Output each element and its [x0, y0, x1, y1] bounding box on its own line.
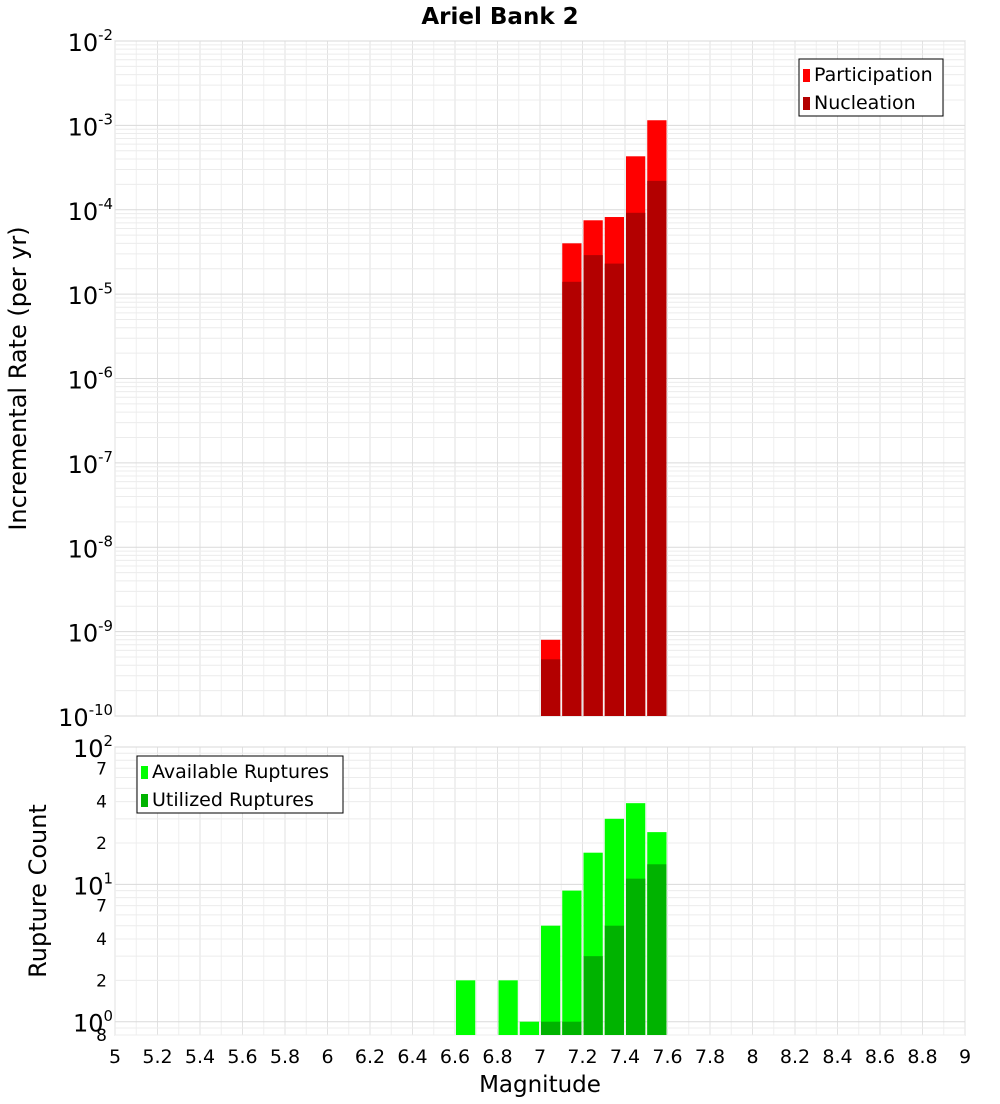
legend-swatch: [141, 766, 148, 779]
x-tick-label: 7: [534, 1046, 546, 1068]
x-tick-label: 6.8: [482, 1046, 512, 1068]
bar-nucleation: [626, 212, 646, 716]
x-tick-label: 6.4: [397, 1046, 427, 1068]
bar-nucleation: [562, 281, 582, 716]
y-tick-label: 10-3: [68, 111, 113, 142]
x-tick-label: 5: [109, 1046, 121, 1068]
y-tick-label: 4: [96, 793, 107, 813]
y-tick-label: 2: [96, 834, 107, 854]
y-axis-label: Incremental Rate (per yr): [4, 226, 32, 530]
legend-label: Utilized Ruptures: [152, 789, 314, 811]
bar-nucleation: [604, 263, 624, 716]
x-tick-label: 6.2: [355, 1046, 385, 1068]
legend-label: Participation: [814, 64, 933, 86]
bar-nucleation: [583, 255, 603, 716]
chart-title: Ariel Bank 2: [421, 4, 578, 30]
x-tick-label: 6: [321, 1046, 333, 1068]
y-tick-label: 10-8: [68, 532, 113, 563]
y-tick-label: 7: [96, 759, 107, 779]
bar-utilized-ruptures: [626, 878, 646, 1035]
x-tick-label: 8: [746, 1046, 758, 1068]
y-tick-label: 10-5: [68, 279, 113, 310]
y-tick-label: 10-7: [68, 448, 113, 479]
bar-available-ruptures: [519, 1021, 539, 1035]
legend-swatch: [141, 794, 148, 807]
y-tick-label: 10-9: [68, 617, 113, 648]
bar-utilized-ruptures: [541, 1021, 561, 1035]
x-tick-label: 5.2: [142, 1046, 172, 1068]
legend-box: [136, 755, 344, 814]
x-tick-label: 8.2: [780, 1046, 810, 1068]
bar-available-ruptures: [498, 980, 518, 1035]
y-tick-label: 7: [96, 897, 107, 917]
bar-utilized-ruptures: [647, 864, 667, 1035]
legend-label: Available Ruptures: [152, 761, 329, 783]
y-tick-label: 10-6: [68, 364, 113, 395]
x-tick-label: 7.6: [652, 1046, 682, 1068]
bar-nucleation: [647, 180, 667, 716]
legend: Participation Nucleation: [798, 58, 944, 117]
bar-available-ruptures: [541, 925, 561, 1035]
y-tick-label: 101: [73, 870, 113, 901]
y-tick-label: 4: [96, 930, 107, 950]
legend: Available Ruptures Utilized Ruptures: [136, 755, 344, 814]
x-tick-label: 5.8: [270, 1046, 300, 1068]
y-tick-label: 102: [73, 732, 113, 763]
x-tick-label: 8.4: [822, 1046, 852, 1068]
y-tick-label: 100: [73, 1007, 113, 1038]
x-tick-label: 5.4: [185, 1046, 215, 1068]
bar-utilized-ruptures: [562, 1021, 582, 1035]
legend-swatch: [803, 69, 810, 82]
bar-utilized-ruptures: [583, 956, 603, 1035]
y-tick-label: 8: [96, 1026, 107, 1046]
legend-label: Nucleation: [814, 92, 916, 114]
x-tick-label: 5.6: [227, 1046, 257, 1068]
x-tick-label: 8.8: [907, 1046, 937, 1068]
plot-panel-1: 10-10 10-9 10-8 10-7 10-6 10-5 10-4 10-3 10-2 Inc…: [4, 4, 966, 732]
y-tick-label: 10-4: [68, 195, 113, 226]
x-tick-label: 8.6: [865, 1046, 895, 1068]
x-axis-label: Magnitude: [479, 1072, 601, 1098]
y-axis-label: Rupture Count: [24, 804, 52, 978]
y-tick-label: 2: [96, 971, 107, 991]
x-tick-label: 7.2: [567, 1046, 597, 1068]
x-tick-label: 7.4: [610, 1046, 640, 1068]
legend-box: [798, 58, 944, 117]
y-tick-label: 10-10: [58, 701, 113, 732]
bar-utilized-ruptures: [604, 925, 624, 1035]
bar-available-ruptures: [456, 980, 476, 1035]
x-tick-label: 9: [959, 1046, 971, 1068]
bar-nucleation: [541, 659, 561, 716]
y-tick-label: 10-2: [68, 26, 113, 57]
legend-swatch: [803, 97, 810, 110]
x-tick-label: 6.6: [440, 1046, 470, 1068]
bar-available-ruptures: [562, 890, 582, 1035]
x-tick-label: 7.8: [695, 1046, 725, 1068]
